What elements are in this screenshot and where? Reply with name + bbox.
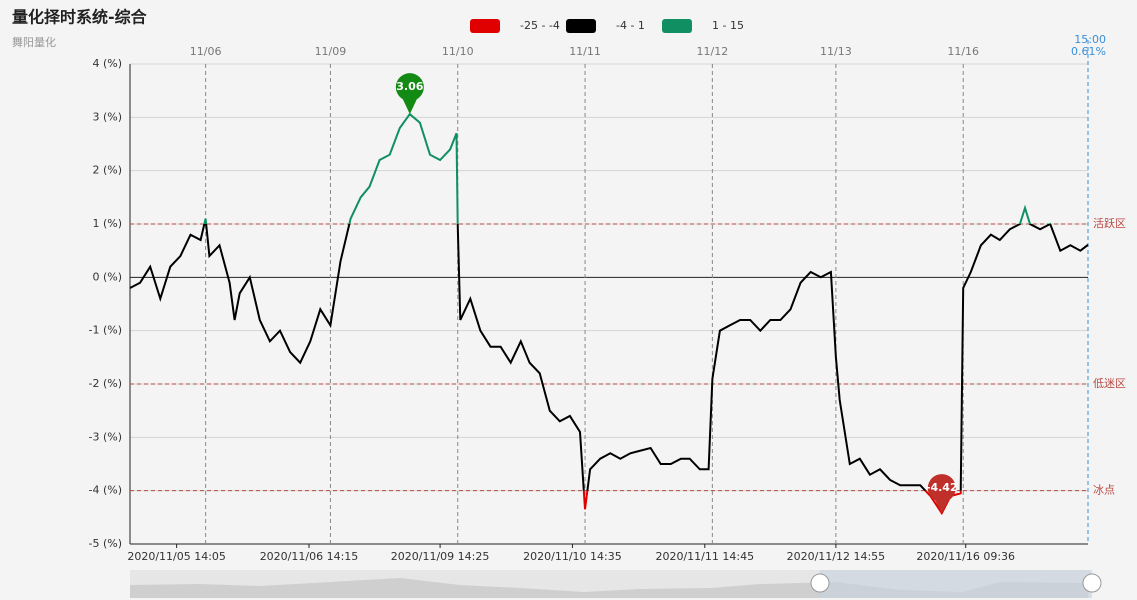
- x2-tick-label: 11/13: [820, 45, 852, 58]
- y-tick-label: 2 (%): [92, 164, 122, 177]
- y-tick-label: 0 (%): [92, 270, 122, 283]
- y-tick-label: -5 (%): [89, 537, 123, 550]
- x-tick-label: 2020/11/06 14:15: [260, 550, 359, 563]
- y-tick-label: 4 (%): [92, 57, 122, 70]
- marker: [395, 73, 424, 102]
- navigator-handle[interactable]: [1082, 573, 1102, 593]
- x-tick-label: 2020/11/05 14:05: [127, 550, 226, 563]
- chart-title: 量化择时系统-综合: [12, 8, 148, 27]
- navigator-window[interactable]: [820, 570, 1092, 598]
- x2-tick-label: 11/11: [569, 45, 601, 58]
- data-line: [129, 224, 1089, 491]
- chart-subtitle: 舞阳量化: [12, 35, 56, 49]
- marker: [927, 474, 956, 503]
- navigator-handle[interactable]: [810, 573, 830, 593]
- marker-pin: [933, 498, 950, 514]
- marker-label: 3.06: [396, 80, 423, 93]
- x2-tick-label: 11/10: [442, 45, 474, 58]
- x-tick-label: 2020/11/12 14:55: [787, 550, 886, 563]
- navigator: [130, 570, 1102, 598]
- y-tick-label: -2 (%): [89, 377, 123, 390]
- band-label: 冰点: [1093, 484, 1115, 497]
- x2-tick-label: 11/06: [190, 45, 222, 58]
- legend-label: -4 - 1: [616, 19, 645, 32]
- legend-swatch: [566, 19, 596, 33]
- legend-label: -25 - -4: [520, 19, 560, 32]
- current-time: 15:00: [1074, 33, 1106, 46]
- x-tick-label: 2020/11/10 14:35: [523, 550, 622, 563]
- y-tick-label: -1 (%): [89, 324, 123, 337]
- x-tick-label: 2020/11/09 14:25: [391, 550, 490, 563]
- marker-label: -4.42: [926, 481, 958, 494]
- legend-label: 1 - 15: [712, 19, 744, 32]
- x2-tick-label: 11/16: [947, 45, 979, 58]
- legend-swatch: [470, 19, 500, 33]
- x2-tick-label: 11/09: [315, 45, 347, 58]
- y-tick-label: 3 (%): [92, 110, 122, 123]
- x2-tick-label: 11/12: [697, 45, 729, 58]
- x-tick-label: 2020/11/11 14:45: [655, 550, 754, 563]
- x-tick-label: 2020/11/16 09:36: [916, 550, 1015, 563]
- data-line: [582, 490, 962, 516]
- legend-swatch: [662, 19, 692, 33]
- y-tick-label: -3 (%): [89, 430, 123, 443]
- band-label: 活跃区: [1093, 216, 1126, 230]
- y-tick-label: -4 (%): [89, 484, 123, 497]
- current-value: 0.61%: [1071, 45, 1106, 58]
- y-tick-label: 1 (%): [92, 217, 122, 230]
- band-label: 低迷区: [1093, 377, 1126, 390]
- marker-pin: [401, 97, 418, 115]
